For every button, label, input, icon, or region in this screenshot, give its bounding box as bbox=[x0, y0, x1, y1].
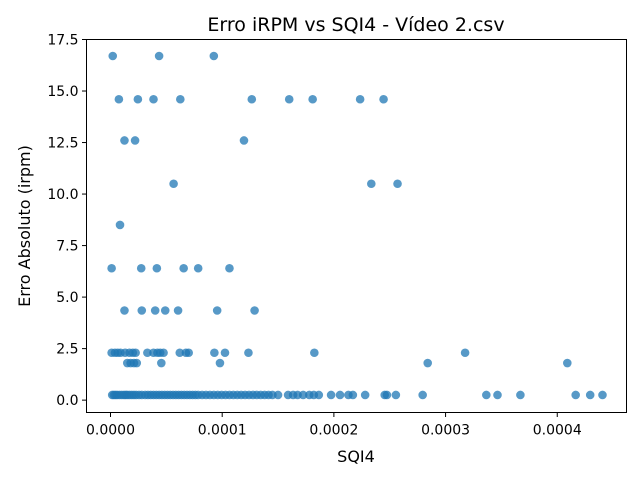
y-axis-title: Erro Absoluto (irpm) bbox=[15, 145, 34, 307]
data-point bbox=[391, 390, 401, 400]
y-tick-label: 0.0 bbox=[56, 393, 78, 409]
data-point bbox=[137, 306, 147, 315]
data-point bbox=[348, 390, 358, 400]
data-point bbox=[360, 390, 370, 400]
data-point bbox=[169, 179, 178, 189]
data-point bbox=[460, 348, 470, 358]
data-point bbox=[585, 390, 595, 400]
data-point bbox=[493, 390, 502, 400]
y-tick-label: 15.0 bbox=[47, 84, 78, 100]
data-point bbox=[120, 306, 129, 315]
data-point bbox=[107, 263, 116, 273]
data-point bbox=[179, 263, 188, 273]
data-point bbox=[143, 348, 152, 358]
data-point bbox=[382, 390, 392, 400]
x-tick-label: 0.0000 bbox=[86, 423, 135, 439]
x-tick-label: 0.0001 bbox=[198, 423, 247, 439]
data-point bbox=[418, 390, 427, 400]
data-point bbox=[225, 263, 234, 273]
data-point bbox=[516, 390, 525, 400]
data-point bbox=[114, 94, 124, 104]
data-point bbox=[173, 306, 183, 315]
data-point bbox=[310, 348, 319, 358]
data-point bbox=[132, 358, 142, 368]
data-point bbox=[130, 136, 140, 145]
data-point bbox=[244, 348, 253, 358]
chart-title: Erro iRPM vs SQI4 - Vídeo 2.csv bbox=[207, 14, 504, 36]
data-point bbox=[355, 94, 365, 104]
x-tick-label: 0.0003 bbox=[421, 423, 470, 439]
data-point bbox=[247, 94, 257, 104]
y-tick-label: 17.5 bbox=[47, 33, 78, 49]
x-tick-label: 0.0002 bbox=[309, 423, 358, 439]
y-tick-label: 7.5 bbox=[56, 239, 78, 255]
data-point bbox=[176, 94, 185, 104]
data-point bbox=[393, 179, 402, 189]
data-point bbox=[108, 51, 118, 61]
y-tick-label: 2.5 bbox=[56, 342, 78, 358]
data-point bbox=[136, 263, 146, 273]
data-point bbox=[308, 94, 317, 104]
data-point bbox=[239, 136, 249, 145]
data-point bbox=[598, 390, 607, 400]
y-tick-label: 5.0 bbox=[56, 290, 78, 306]
data-point bbox=[115, 220, 125, 230]
data-point bbox=[298, 390, 308, 400]
data-point bbox=[154, 51, 164, 61]
data-point bbox=[175, 348, 185, 358]
x-tick-label: 0.0004 bbox=[533, 423, 582, 439]
data-points bbox=[107, 51, 607, 400]
data-point bbox=[209, 51, 219, 61]
y-tick-label: 12.5 bbox=[47, 136, 78, 152]
data-point bbox=[157, 358, 166, 368]
data-point bbox=[152, 263, 162, 273]
axis-ticks: 0.0000 0.0001 0.0002 0.0003 0.0004 0.0 2.5 5.0 7… bbox=[47, 33, 582, 439]
plot-frame bbox=[86, 39, 627, 413]
data-point bbox=[149, 94, 158, 104]
data-point bbox=[212, 306, 222, 315]
data-point bbox=[220, 348, 230, 358]
data-point bbox=[284, 94, 294, 104]
data-point bbox=[131, 348, 140, 358]
data-point bbox=[482, 390, 491, 400]
data-point bbox=[326, 390, 336, 400]
data-point bbox=[210, 348, 219, 358]
x-axis-title: SQI4 bbox=[337, 447, 375, 466]
data-point bbox=[184, 348, 193, 358]
data-point bbox=[250, 306, 259, 315]
data-point bbox=[367, 179, 376, 189]
data-point bbox=[159, 348, 168, 358]
y-tick-label: 10.0 bbox=[47, 187, 78, 203]
data-point bbox=[150, 306, 160, 315]
data-point bbox=[423, 358, 433, 368]
data-point bbox=[335, 390, 345, 400]
data-point bbox=[314, 390, 324, 400]
data-point bbox=[563, 358, 572, 368]
data-point bbox=[193, 263, 203, 273]
data-point bbox=[571, 390, 580, 400]
data-point bbox=[160, 306, 170, 315]
data-point bbox=[215, 358, 225, 368]
data-point bbox=[273, 390, 283, 400]
data-point bbox=[379, 94, 388, 104]
data-point bbox=[133, 94, 143, 104]
data-point bbox=[120, 136, 129, 145]
